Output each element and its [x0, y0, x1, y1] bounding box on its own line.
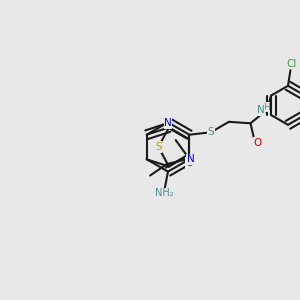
Text: N: N	[256, 105, 264, 116]
Text: N: N	[164, 118, 172, 128]
Text: O: O	[253, 138, 262, 148]
Text: S: S	[155, 142, 162, 152]
Text: Cl: Cl	[287, 58, 297, 69]
Text: O: O	[185, 158, 193, 168]
Text: H: H	[263, 103, 270, 112]
Text: N: N	[187, 154, 195, 164]
Text: NH₂: NH₂	[155, 188, 174, 198]
Text: S: S	[208, 127, 214, 137]
